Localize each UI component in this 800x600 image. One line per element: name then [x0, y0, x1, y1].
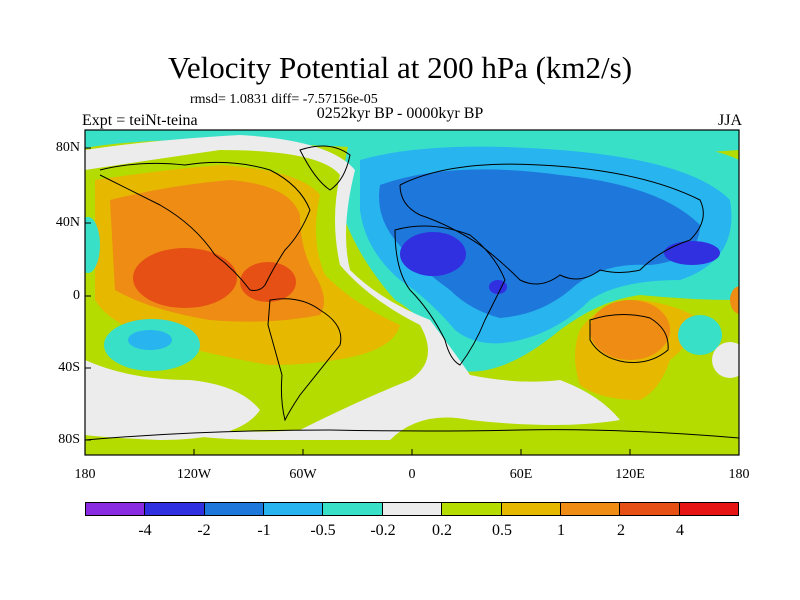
- stats-subtitle: rmsd= 1.0831 diff= -7.57156e-05: [190, 92, 378, 107]
- x-tick-label-120e: 120E: [615, 467, 645, 482]
- pacific-darkblue-core: [664, 241, 720, 265]
- south-america-coastline: [267, 298, 342, 422]
- x-tick-label-0: 0: [408, 467, 416, 482]
- colorbar-swatch-3: [264, 503, 324, 515]
- chart-title: Velocity Potential at 200 hPa (km2/s): [167, 50, 633, 85]
- colorbar-swatch-8: [560, 503, 621, 515]
- east-pacific-neutral-patch: [712, 342, 739, 378]
- east-edge-orange-patch: [730, 286, 739, 314]
- colorbar-swatch-6: [442, 503, 502, 515]
- experiment-label: Expt = teiNt-teina: [82, 112, 198, 129]
- africa-coastline: [394, 225, 506, 366]
- coastlines: [85, 145, 739, 441]
- greenland-coastline: [299, 145, 351, 191]
- y-tick-label-80n: 80N: [55, 140, 80, 155]
- east-pacific-cyan-patch: [678, 315, 722, 355]
- y-tick-label-80s: 80S: [58, 432, 80, 447]
- southern-ocean-neutral-patch: [85, 360, 260, 440]
- colorbar-swatch-2: [204, 503, 265, 515]
- colorbar-label-minus-4: -4: [138, 522, 152, 539]
- colorbar-swatch-10: [679, 503, 738, 515]
- axis-ticks: [84, 147, 740, 455]
- y-tick-label-40s: 40S: [58, 360, 80, 375]
- colorbar-swatch-7: [501, 503, 561, 515]
- x-tick-label-120w: 120W: [176, 467, 212, 482]
- arabian-darkblue-core: [489, 280, 507, 294]
- eurasia-blue-region: [379, 169, 700, 318]
- north-america-coastline: [99, 161, 311, 291]
- antarctica-coastline: [85, 429, 739, 441]
- colorbar-swatch-9: [620, 503, 680, 515]
- colorbar-label-4: 4: [676, 522, 684, 539]
- colorbar: [85, 502, 739, 516]
- colorbar-swatch-1: [145, 503, 205, 515]
- season-label: JJA: [717, 112, 742, 129]
- australia-coastline: [589, 314, 669, 363]
- y-tick-label-40n: 40N: [55, 215, 80, 230]
- colorbar-label-0-5: 0.5: [492, 522, 512, 539]
- eurasia-coastline: [399, 163, 704, 285]
- colorbar-label-1: 1: [557, 522, 565, 539]
- tropical-pacific-red-core: [133, 248, 237, 308]
- velocity-potential-field: [85, 130, 739, 455]
- x-tick-label-180w: 180: [74, 467, 96, 482]
- x-tick-label-60w: 60W: [289, 467, 317, 482]
- colorbar-label-minus-2: -2: [197, 522, 211, 539]
- colorbar-label-2: 2: [617, 522, 625, 539]
- y-tick-label-0: 0: [73, 288, 80, 303]
- australia-orange-core: [590, 300, 670, 360]
- colorbar-label-minus-0-5: -0.5: [310, 522, 336, 539]
- colorbar-swatch-5: [382, 503, 443, 515]
- central-america-red-core: [240, 262, 296, 302]
- colorbar-swatch-0: [86, 503, 146, 515]
- south-pacific-blue-patch: [128, 330, 172, 350]
- period-subtitle: 0252kyr BP - 0000kyr BP: [316, 105, 484, 122]
- west-edge-cyan-patch: [85, 217, 100, 273]
- colorbar-label-0-2: 0.2: [432, 522, 452, 539]
- x-tick-label-180e: 180: [728, 467, 750, 482]
- africa-darkblue-core: [400, 232, 466, 276]
- x-tick-label-60e: 60E: [509, 467, 533, 482]
- colorbar-label-minus-1: -1: [257, 522, 271, 539]
- colorbar-label-minus-0-2: -0.2: [370, 522, 396, 539]
- colorbar-swatch-4: [323, 503, 383, 515]
